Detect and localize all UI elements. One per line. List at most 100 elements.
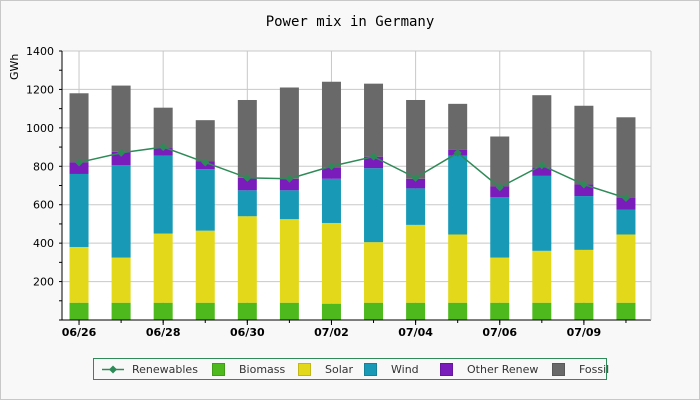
y-tick-label: 200 [33,276,54,289]
renewables-point [621,193,630,202]
bar-segment-other-renew [406,178,426,189]
legend-label: Other Renew [467,362,539,376]
bar-segment-fossil [364,83,384,157]
bar-segment-solar [195,230,215,303]
bar-segment-wind [237,190,257,217]
legend-label: Wind [391,362,419,376]
legend-item-renewables: Renewables [102,359,198,379]
x-tick-label: 06/28 [146,326,181,339]
bar-segment-wind [490,197,510,258]
y-tick-label: 600 [33,199,54,212]
bar-segment-wind [574,196,594,250]
bar-segment-wind [616,209,636,235]
renewables-point [495,183,504,192]
color-swatch-icon [364,362,377,376]
bar-segment-solar [490,257,510,303]
x-tick-label: 07/06 [482,326,517,339]
x-tick-label: 07/09 [567,326,602,339]
renewables-point [201,158,210,167]
y-tick-label: 1000 [26,122,54,135]
bar-segment-fossil [574,105,594,185]
bar-segment-solar [532,250,552,303]
bar-segment-other-renew [364,156,384,169]
bar-segment-biomass [532,302,552,320]
plot-background [62,51,651,320]
bar-segment-solar [364,242,384,303]
bar-segment-wind [532,175,552,251]
bar-segment-solar [616,234,636,303]
bar-segment-fossil [111,85,131,152]
bar-segment-wind [279,190,299,220]
x-tick-label: 07/04 [398,326,433,339]
bar-segment-solar [448,234,468,303]
bar-segment-fossil [195,120,215,162]
legend-item-fossil: Fossil [552,359,609,379]
bar-segment-solar [69,246,89,303]
bar-segment-other-renew [153,148,173,156]
bar-segment-wind [153,155,173,234]
legend-label: Solar [325,362,354,376]
bar-segment-biomass [321,303,341,320]
bar-segment-biomass [574,302,594,320]
bar-segment-fossil [490,136,510,187]
color-swatch-icon [212,362,225,376]
bar-segment-solar [111,257,131,303]
legend-label: Renewables [132,362,198,376]
x-tick-label: 07/02 [314,326,349,339]
bar-segment-solar [153,233,173,303]
line-marker-icon [102,364,124,375]
renewables-point [579,180,588,189]
legend-item-solar: Solar [298,359,353,379]
bar-segment-biomass [237,302,257,320]
bar-segment-wind [406,188,426,225]
renewables-point [453,148,462,157]
bar-segment-fossil [406,99,426,179]
bar-segment-biomass [153,302,173,320]
bar-segment-other-renew [574,184,594,197]
color-swatch-icon [440,362,453,376]
renewables-point [411,173,420,182]
renewables-point [117,148,126,157]
renewables-line [78,146,627,199]
bar-segment-wind [69,173,89,247]
bar-segment-other-renew [237,177,257,191]
y-tick-label: 1400 [26,45,54,58]
bar-segment-fossil [279,87,299,179]
bar-segment-wind [448,155,468,235]
legend-label: Fossil [579,362,610,376]
bar-segment-biomass [616,302,636,320]
bar-segment-biomass [111,302,131,320]
bar-segment-biomass [490,302,510,320]
bar-segment-wind [111,165,131,258]
bar-segment-other-renew [279,178,299,191]
legend-item-other-renew: Other Renew [440,359,538,379]
bar-segment-wind [195,169,215,231]
bar-segment-solar [406,224,426,303]
color-swatch-icon [552,362,565,376]
chart-title: Power mix in Germany [265,14,435,30]
bar-segment-solar [574,249,594,303]
renewables-point [243,173,252,182]
bar-segment-solar [279,219,299,303]
renewables-point [285,174,294,183]
bar-segment-other-renew [321,167,341,179]
bar-segment-solar [321,222,341,304]
bar-segment-biomass [279,302,299,320]
bar-segment-biomass [364,302,384,320]
legend: Renewables Biomass Solar Wind Other Renew Fos… [93,358,609,380]
renewables-point [327,162,336,171]
bar-segment-biomass [195,302,215,320]
bar-segment-fossil [616,117,636,198]
renewables-point [369,152,378,161]
y-tick-label: 800 [33,160,54,173]
bar-segment-other-renew [532,167,552,176]
bar-segment-other-renew [69,162,89,174]
bar-segment-biomass [406,302,426,320]
bar-segment-other-renew [616,197,636,210]
renewables-point [159,143,168,152]
x-tick-label: 06/30 [230,326,265,339]
legend-label: Biomass [239,362,286,376]
bar-segment-fossil [153,107,173,149]
renewables-point [537,161,546,170]
